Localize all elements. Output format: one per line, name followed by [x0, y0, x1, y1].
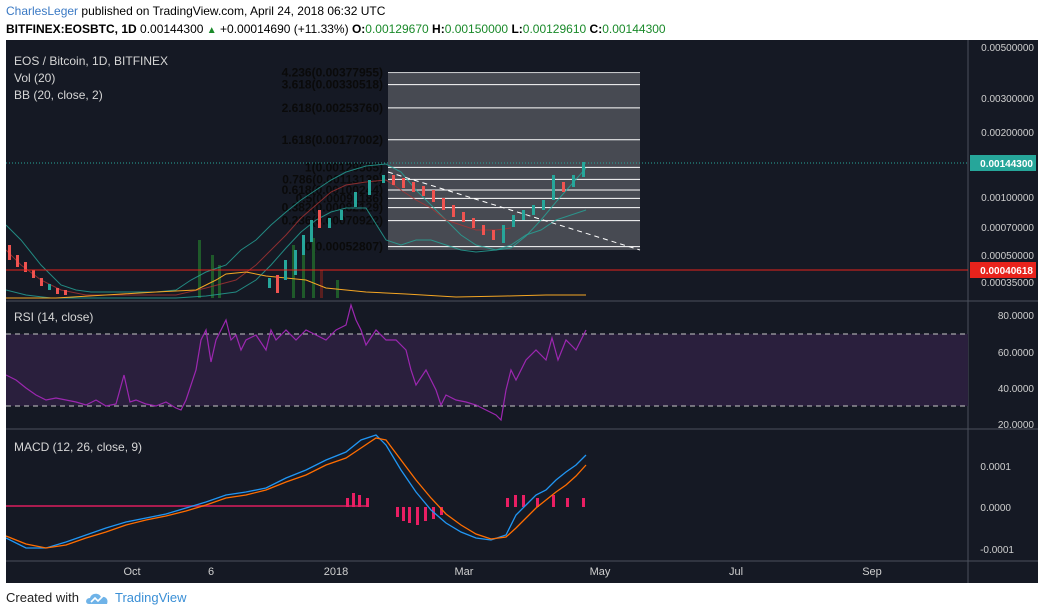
price-tick: 0.00070000 — [981, 223, 1034, 234]
close-label: C: — [589, 22, 603, 36]
fib-level-label: 4.236(0.00377955) — [282, 66, 383, 80]
time-tick: Mar — [455, 566, 474, 578]
rsi-tick: 20.0000 — [998, 420, 1035, 431]
publish-line: CharlesLeger published on TradingView.co… — [6, 4, 385, 18]
macd-histogram — [6, 493, 585, 525]
fib-level-label: 2.618(0.00253760) — [282, 101, 383, 115]
price-tick: 0.00050000 — [981, 251, 1034, 262]
footer: Created with TradingView — [6, 590, 187, 605]
rsi-tick: 40.0000 — [998, 384, 1035, 395]
price-tick: 0.00500000 — [981, 43, 1034, 54]
macd-axis[interactable]: 0.0001 0.0000 -0.0001 — [980, 462, 1014, 556]
fib-lines — [388, 72, 640, 248]
price-tick: 0.00035000 — [981, 278, 1034, 289]
symbol-label: BITFINEX:EOSBTC, 1D — [6, 22, 137, 36]
open-value: 0.00129670 — [365, 22, 429, 36]
fib-level-label: 0.5(0.00091186) — [296, 191, 383, 205]
time-tick: Oct — [123, 566, 140, 578]
time-tick: 2018 — [324, 566, 348, 578]
time-tick: May — [590, 566, 611, 578]
author-link[interactable]: CharlesLeger — [6, 4, 79, 18]
pane-borders — [6, 40, 1038, 583]
open-label: O: — [351, 22, 366, 36]
price-tick: 0.00100000 — [981, 193, 1034, 204]
fib-level-label: 0(0.00052807) — [305, 240, 383, 254]
time-tick: Sep — [862, 566, 882, 578]
red-line-badge: 0.00040618 — [970, 262, 1036, 278]
symbol-line: BITFINEX:EOSBTC, 1D 0.00144300 ▲ +0.0001… — [6, 22, 666, 36]
candlesticks — [8, 162, 585, 295]
last-price-badge: 0.00144300 — [970, 155, 1036, 171]
time-tick: 6 — [208, 566, 214, 578]
fib-level-label: 1.618(0.00177002) — [282, 133, 383, 147]
rsi-line — [6, 302, 587, 422]
high-value: 0.00150000 — [444, 22, 509, 36]
rsi-background — [6, 333, 968, 407]
fib-labels: 4.236(0.00377955)3.618(0.00330518) 2.618(… — [282, 66, 383, 254]
price-axis[interactable]: 0.00500000 0.00300000 0.00200000 0.00100… — [981, 43, 1034, 289]
chart-area[interactable]: 4.236(0.00377955) 3.618(0.00330518) 2.618(… — [6, 40, 1038, 583]
macd-signal-line — [6, 437, 587, 549]
rsi-axis[interactable]: 80.0000 60.0000 40.0000 20.0000 — [998, 311, 1035, 431]
time-tick: Jul — [729, 566, 743, 578]
price-tick: 0.00200000 — [981, 128, 1034, 139]
fib-level-label: 1(0.00129565) — [305, 160, 383, 174]
macd-tick: 0.0001 — [980, 462, 1011, 473]
low-label: L: — [511, 22, 523, 36]
chart-canvas[interactable]: 4.236(0.00377955)3.618(0.00330518) 2.618(… — [6, 40, 1038, 583]
tradingview-logo-icon[interactable] — [85, 591, 109, 605]
up-arrow-icon: ▲ — [206, 25, 217, 36]
trend-line[interactable] — [387, 171, 641, 251]
low-value: 0.00129610 — [522, 22, 587, 36]
macd-line — [6, 434, 587, 549]
fib-level-label: 0.236(0.00070922) — [282, 214, 383, 228]
macd-tick: -0.0001 — [980, 545, 1014, 556]
volume-indicator-label[interactable]: Vol (20) — [14, 71, 56, 85]
red-line-badge-text: 0.00040618 — [980, 266, 1033, 277]
bb-indicator-label[interactable]: BB (20, close, 2) — [14, 88, 103, 102]
time-axis[interactable]: Oct 6 2018 Mar May Jul Sep — [123, 566, 881, 578]
price-tick: 0.00300000 — [981, 94, 1034, 105]
published-text: published on TradingView.com, April 24, … — [81, 4, 386, 18]
change-value: +0.00014690 (+11.33%) — [220, 22, 349, 36]
fib-level-label: 0.382(0.00082129) — [282, 201, 383, 215]
created-with-text: Created with — [6, 590, 79, 605]
fib-level-label: 3.618(0.00330518) — [282, 78, 383, 92]
fib-level-label: 0.618(0.00100244) — [282, 183, 383, 197]
main-pane-title[interactable]: EOS / Bitcoin, 1D, BITFINEX — [14, 54, 169, 68]
rsi-tick: 60.0000 — [998, 348, 1035, 359]
last-value: 0.00144300 — [140, 22, 204, 36]
rsi-tick: 80.0000 — [998, 311, 1035, 322]
high-label: H: — [432, 22, 445, 36]
tradingview-link[interactable]: TradingView — [114, 590, 187, 605]
close-value: 0.00144300 — [602, 22, 666, 36]
rsi-pane-title[interactable]: RSI (14, close) — [14, 310, 94, 324]
last-price-badge-text: 0.00144300 — [980, 159, 1033, 170]
macd-pane-title[interactable]: MACD (12, 26, close, 9) — [14, 440, 143, 454]
macd-tick: 0.0000 — [980, 503, 1011, 514]
